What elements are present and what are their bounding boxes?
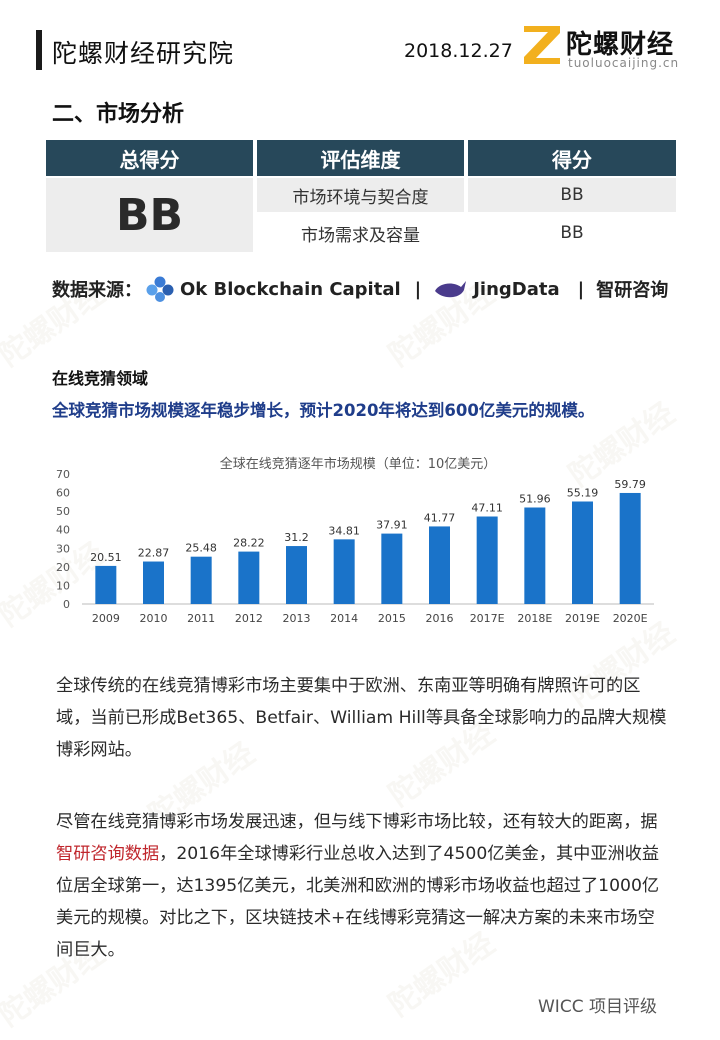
logo-text: 陀螺财经 (566, 30, 675, 60)
market-size-chart: 全球在线竞猜逐年市场规模（单位：10亿美元） 0 10 20 30 40 50 60 70 2… (56, 456, 654, 625)
bar-value-label: 51.96 (519, 493, 551, 506)
ok-blockchain-logo-icon (146, 276, 174, 302)
bar (476, 516, 498, 604)
logo-z-icon (524, 26, 560, 64)
x-tick-label: 2019E (565, 612, 600, 625)
sources-label: 数据来源： (52, 280, 142, 301)
source-separator: | (577, 278, 585, 300)
score-cell: BB (468, 178, 676, 212)
paragraph-2: 尽管在线竞猜博彩市场发展迅速，但与线下博彩市场比较，还有较大的距离，据智研咨询数… (56, 806, 668, 966)
total-score: BB (46, 178, 253, 252)
x-tick-label: 2011 (187, 612, 215, 625)
y-tick-label: 20 (56, 561, 70, 574)
bar-value-label: 31.2 (284, 531, 309, 544)
source-zhiyan: 智研咨询 (596, 280, 669, 301)
chart-title: 全球在线竞猜逐年市场规模（单位：10亿美元） (220, 456, 497, 472)
bar-value-label: 41.77 (424, 511, 456, 524)
subsection-title: 在线竞猜领域 (52, 369, 149, 388)
x-tick-label: 2013 (283, 612, 311, 625)
zhiyan-data-reference: 智研咨询数据 (56, 844, 160, 864)
bar (572, 501, 593, 604)
bar-value-label: 25.48 (185, 542, 217, 555)
y-tick-label: 40 (56, 524, 70, 537)
bar (286, 546, 307, 604)
x-tick-label: 2010 (140, 612, 168, 625)
y-tick-label: 70 (56, 468, 70, 481)
y-tick-label: 10 (56, 579, 70, 592)
bar (381, 533, 403, 604)
highlight-sentence: 全球竞猜市场规模逐年稳步增长，预计2020年将达到600亿美元的规模。 (52, 401, 595, 420)
x-tick-label: 2017E (470, 612, 505, 625)
x-tick-label: 2009 (92, 612, 120, 625)
bar (95, 565, 117, 604)
x-tick-label: 2016 (426, 612, 454, 625)
dimension-cell: 市场需求及容量 (257, 216, 464, 250)
bar-value-label: 55.19 (567, 487, 599, 500)
logo-domain: tuoluocaijing.cn (568, 56, 680, 70)
bar (429, 526, 450, 604)
jingdata-whale-icon (435, 281, 467, 298)
paragraph-2-text: ，2016年全球博彩行业总收入达到了4500亿美金，其中亚洲收益位居全球第一，达… (56, 844, 660, 960)
x-tick-label: 2012 (235, 612, 263, 625)
y-tick-label: 30 (56, 542, 70, 555)
bar-value-label: 20.51 (90, 551, 122, 564)
bar (524, 507, 546, 604)
bar (190, 556, 212, 604)
bar-value-label: 22.87 (138, 547, 170, 560)
x-tick-label: 2015 (378, 612, 406, 625)
y-tick-label: 50 (56, 505, 70, 518)
x-tick-label: 2014 (330, 612, 358, 625)
th-score: 得分 (468, 140, 676, 176)
x-tick-label: 2018E (517, 612, 552, 625)
x-tick-label: 2020E (613, 612, 648, 625)
footer-label: WICC 项目评级 (538, 997, 657, 1017)
bar (238, 551, 260, 604)
bar-value-label: 37.91 (376, 519, 408, 532)
bar-value-label: 59.79 (614, 478, 646, 491)
header-accent-bar (36, 30, 42, 70)
paragraph-2-text: 尽管在线竞猜博彩市场发展迅速，但与线下博彩市场比较，还有较大的距离，据 (56, 812, 658, 832)
source-ok-blockchain: Ok Blockchain Capital (180, 278, 401, 300)
dimension-cell: 市场环境与契合度 (257, 178, 464, 212)
data-sources: 数据来源： Ok Blockchain Capital | JingData |… (52, 276, 668, 302)
bar-value-label: 47.11 (471, 502, 503, 515)
bar-value-label: 28.22 (233, 537, 264, 550)
score-cell: BB (468, 216, 676, 250)
y-tick-label: 0 (63, 598, 70, 611)
org-title: 陀螺财经研究院 (52, 39, 235, 68)
bar-value-label: 34.81 (328, 524, 360, 537)
bar (143, 561, 164, 604)
report-date: 2018.12.27 (404, 40, 513, 62)
y-tick-label: 60 (56, 487, 70, 500)
section-title: 二、市场分析 (52, 102, 185, 127)
bar (333, 539, 355, 604)
th-dimension: 评估维度 (257, 140, 464, 176)
paragraph-1: 全球传统的在线竞猜博彩市场主要集中于欧洲、东南亚等明确有牌照许可的区域，当前已形… (56, 676, 667, 760)
th-total: 总得分 (46, 140, 253, 176)
bar (619, 492, 641, 604)
source-jingdata: JingData (473, 278, 560, 300)
source-separator: | (414, 278, 422, 300)
